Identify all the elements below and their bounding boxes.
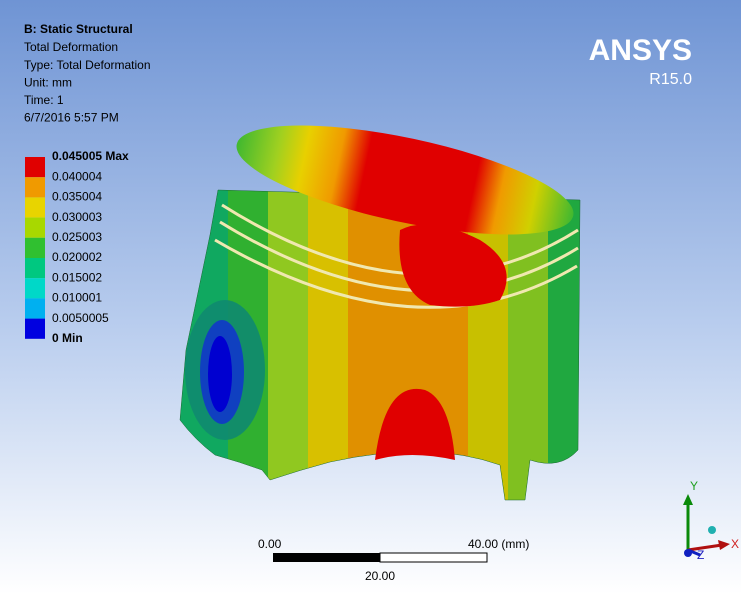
legend-swatch: [25, 218, 45, 238]
header-title: B: Static Structural: [24, 22, 133, 36]
legend-label: 0.020002: [52, 250, 102, 264]
logo-name: ANSYS: [589, 34, 692, 67]
triad-y: Y: [690, 479, 698, 493]
triad-z: Z: [697, 548, 704, 562]
header-line: Total Deformation: [24, 40, 118, 54]
legend-label: 0.030003: [52, 210, 102, 224]
legend-swatch: [25, 197, 45, 217]
legend-label: 0.040004: [52, 169, 102, 183]
legend-label: 0.010001: [52, 291, 102, 305]
legend-swatch: [25, 258, 45, 278]
legend-swatch: [25, 298, 45, 318]
legend-swatch: [25, 238, 45, 258]
scale-start: 0.00: [258, 537, 282, 551]
viewport: B: Static Structural Total Deformation Ty…: [0, 0, 741, 594]
triad-x: X: [731, 537, 739, 551]
legend-swatch: [25, 278, 45, 298]
legend-label: 0.045005 Max: [52, 149, 129, 163]
legend-swatch: [25, 157, 45, 177]
header-line: Unit: mm: [24, 75, 72, 89]
legend-swatch: [25, 319, 45, 339]
header-line: 6/7/2016 5:57 PM: [24, 111, 119, 125]
header-line: Time: 1: [24, 93, 64, 107]
scale-end: 40.00 (mm): [468, 537, 529, 551]
header-line: Type: Total Deformation: [24, 58, 151, 72]
scale-bar: [273, 553, 487, 562]
legend-swatch: [25, 177, 45, 197]
legend-label: 0.035004: [52, 190, 102, 204]
legend-label: 0.025003: [52, 230, 102, 244]
legend-label: 0 Min: [52, 331, 83, 345]
legend-label: 0.015002: [52, 270, 102, 284]
scale-middle: 20.00: [365, 569, 395, 583]
logo-version: R15.0: [649, 71, 692, 88]
legend-label: 0.0050005: [52, 311, 109, 325]
